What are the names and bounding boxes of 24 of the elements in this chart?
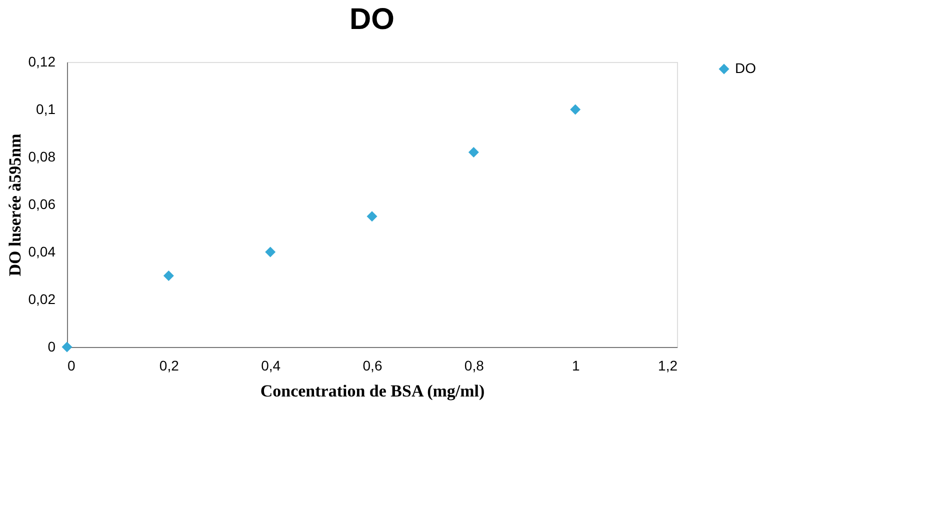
y-tick-label: 0: [48, 338, 56, 354]
y-tick-label: 0,02: [28, 291, 56, 307]
x-tick-label: 0,2: [159, 358, 180, 374]
legend-label: DO: [735, 60, 756, 76]
y-tick-label: 0,06: [28, 196, 56, 212]
point: [468, 147, 479, 158]
y-axis-title: DO luserée à595nm: [5, 134, 24, 276]
y-tick-label: 0,1: [36, 101, 56, 117]
point: [62, 342, 72, 352]
x-tick-label: 0,8: [464, 358, 484, 374]
chart-title: DO: [350, 3, 394, 36]
x-tick-label: 0,6: [362, 358, 382, 374]
x-tick-label: 0: [68, 358, 76, 374]
y-tick-label: 0,08: [28, 148, 56, 164]
point: [163, 270, 174, 281]
point: [570, 104, 581, 115]
x-tick-label: 1,2: [658, 358, 678, 374]
point: [366, 211, 378, 222]
x-tick-label: 0,4: [261, 358, 281, 374]
y-tick-label: 0,04: [28, 244, 56, 260]
x-tick-label: 1: [572, 358, 580, 374]
point: [265, 246, 276, 258]
y-tick-label: 0,12: [28, 54, 56, 70]
x-axis-title: Concentration de BSA (mg/ml): [260, 382, 485, 400]
